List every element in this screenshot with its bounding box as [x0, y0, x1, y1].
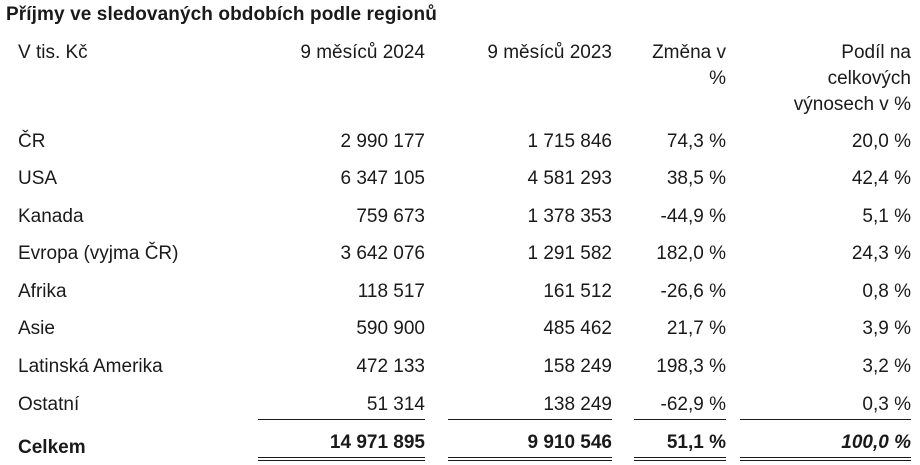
row-change: -62,9 %: [660, 394, 726, 415]
total-label: Celkem: [18, 437, 86, 458]
header-unit: V tis. Kč: [18, 42, 88, 63]
row-value-2024: 2 990 177: [340, 131, 425, 152]
row-share: 20,0 %: [851, 131, 911, 152]
total-double-rule: [634, 457, 726, 458]
header-change-line1: Změna v: [652, 42, 726, 63]
total-double-rule: [448, 460, 612, 461]
subtotal-rule: [740, 419, 911, 420]
row-share: 24,3 %: [851, 243, 911, 264]
row-value-2024: 6 347 105: [340, 168, 425, 189]
row-value-2023: 1 378 353: [527, 206, 612, 227]
total-double-rule: [258, 457, 425, 458]
row-change: -26,6 %: [660, 281, 726, 302]
header-share-line3: výnosech v %: [793, 94, 911, 115]
row-change: 38,5 %: [666, 168, 726, 189]
row-region: Kanada: [18, 206, 84, 227]
subtotal-rule: [448, 419, 612, 420]
row-value-2024: 51 314: [366, 394, 425, 415]
row-share: 0,8 %: [862, 281, 911, 302]
row-change: 182,0 %: [656, 243, 726, 264]
subtotal-rule: [258, 419, 425, 420]
row-value-2023: 161 512: [543, 281, 612, 302]
row-change: 21,7 %: [666, 318, 726, 339]
row-value-2023: 1 715 846: [527, 131, 612, 152]
row-share: 0,3 %: [862, 394, 911, 415]
row-region: Asie: [18, 318, 55, 339]
total-share: 100,0 %: [841, 432, 911, 453]
total-double-rule: [740, 460, 911, 461]
row-share: 3,9 %: [862, 318, 911, 339]
total-value-2023: 9 910 546: [527, 432, 612, 453]
header-share: Podíl na celkových výnosech v %: [794, 40, 911, 118]
total-change: 51,1 %: [666, 432, 726, 453]
row-region: Latinská Amerika: [18, 356, 163, 377]
row-region: USA: [18, 168, 58, 189]
row-region: ČR: [18, 131, 46, 152]
total-double-rule: [740, 457, 911, 458]
total-value-2024: 14 971 895: [329, 432, 425, 453]
header-share-line1: Podíl na: [841, 42, 911, 63]
total-double-rule: [448, 457, 612, 458]
header-change: Změna v %: [652, 40, 726, 92]
row-value-2024: 759 673: [356, 206, 425, 227]
total-double-rule: [258, 460, 425, 461]
table-title: Příjmy ve sledovaných obdobích podle reg…: [6, 4, 437, 25]
row-share: 3,2 %: [862, 356, 911, 377]
row-value-2023: 138 249: [543, 394, 612, 415]
row-change: -44,9 %: [660, 206, 726, 227]
row-value-2024: 472 133: [356, 356, 425, 377]
row-region: Afrika: [18, 281, 67, 302]
row-value-2024: 3 642 076: [340, 243, 425, 264]
row-value-2024: 118 517: [357, 281, 425, 302]
row-value-2024: 590 900: [356, 318, 425, 339]
row-value-2023: 4 581 293: [527, 168, 612, 189]
total-double-rule: [634, 460, 726, 461]
row-region: Ostatní: [18, 394, 80, 415]
header-change-line2: %: [709, 68, 726, 89]
header-9m-2023: 9 měsíců 2023: [487, 42, 612, 63]
row-value-2023: 485 462: [543, 318, 612, 339]
subtotal-rule: [634, 419, 726, 420]
row-change: 74,3 %: [666, 131, 726, 152]
row-region: Evropa (vyjma ČR): [18, 243, 179, 264]
row-share: 5,1 %: [862, 206, 911, 227]
row-value-2023: 158 249: [543, 356, 612, 377]
row-value-2023: 1 291 582: [527, 243, 612, 264]
header-share-line2: celkových: [827, 68, 911, 89]
row-share: 42,4 %: [851, 168, 911, 189]
header-9m-2024: 9 měsíců 2024: [300, 42, 425, 63]
row-change: 198,3 %: [656, 356, 726, 377]
